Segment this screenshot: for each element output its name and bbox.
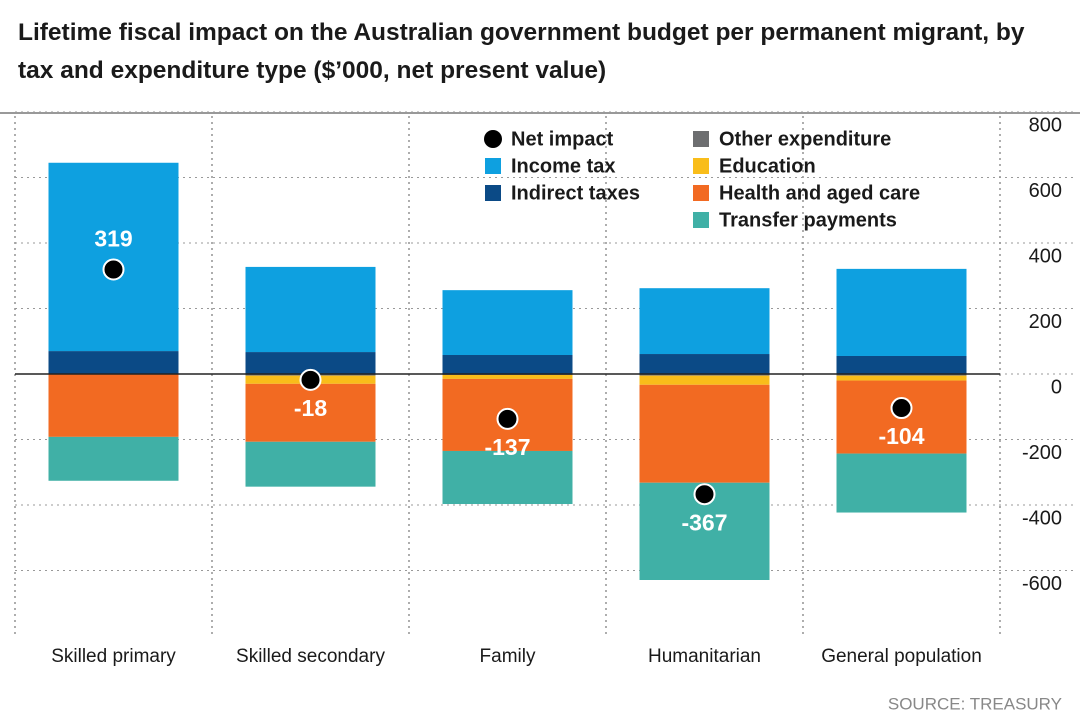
net-impact-label: -137 [484,434,530,460]
y-tick-label: 600 [1029,180,1062,202]
chart-title: Lifetime fiscal impact on the Australian… [18,19,1025,84]
bar-segment [245,266,376,353]
bar-segment [836,355,967,374]
y-tick-label: 0 [1051,376,1062,398]
x-tick-label: Humanitarian [648,646,761,667]
bar-segment [442,355,573,374]
legend-swatch [485,185,501,201]
y-tick-label: -200 [1022,442,1062,464]
y-tick-label: 400 [1029,245,1062,267]
bar-segment [639,384,770,483]
bar-segment [48,436,179,481]
x-tick-label: General population [821,646,982,667]
legend-label: Indirect taxes [511,182,640,204]
legend-label: Other expenditure [719,128,891,150]
bar-segment [245,441,376,487]
x-tick-label: Skilled secondary [236,646,385,667]
legend-swatch [693,185,709,201]
bar-segment [639,375,770,385]
y-tick-label: -400 [1022,507,1062,529]
y-tick-label: 800 [1029,114,1062,136]
net-impact-label: -367 [681,509,727,535]
net-impact-dot [299,368,322,391]
net-impact-label: -18 [294,395,327,421]
net-impact-label: 319 [94,226,132,252]
legend-label: Income tax [511,155,615,177]
y-tick-label: -600 [1022,573,1062,595]
bar-segment [639,354,770,374]
net-impact-dot [496,407,519,430]
bar-segment [836,374,967,376]
bar-segment [442,374,573,379]
bar-segment [836,268,967,356]
bar-segment [639,288,770,355]
x-tick-label: Family [480,646,536,667]
bar-segment [442,290,573,356]
bar-segment [48,351,179,374]
y-tick-label: 200 [1029,311,1062,333]
legend-swatch [485,158,501,174]
bar-segment [48,374,179,437]
legend-swatch [693,158,709,174]
legend-swatch [693,131,709,147]
bar-segment [245,383,376,442]
legend-swatch [693,212,709,228]
net-impact-dot [890,397,913,420]
legend-label: Transfer payments [719,209,897,231]
legend-marker [484,130,502,148]
bar-segment [836,453,967,513]
legend-label: Education [719,155,816,177]
legend-label: Health and aged care [719,182,920,204]
bar-segment [48,162,179,352]
bar-segment [836,375,967,381]
x-tick-label: Skilled primary [51,646,176,667]
net-impact-dot [102,258,125,281]
bar-segment [245,352,376,374]
bar-segment [639,374,770,376]
legend-label: Net impact [511,128,614,150]
source: SOURCE: TREASURY [888,694,1062,713]
net-impact-dot [693,483,716,506]
bar-segment [442,450,573,505]
net-impact-label: -104 [878,423,924,449]
